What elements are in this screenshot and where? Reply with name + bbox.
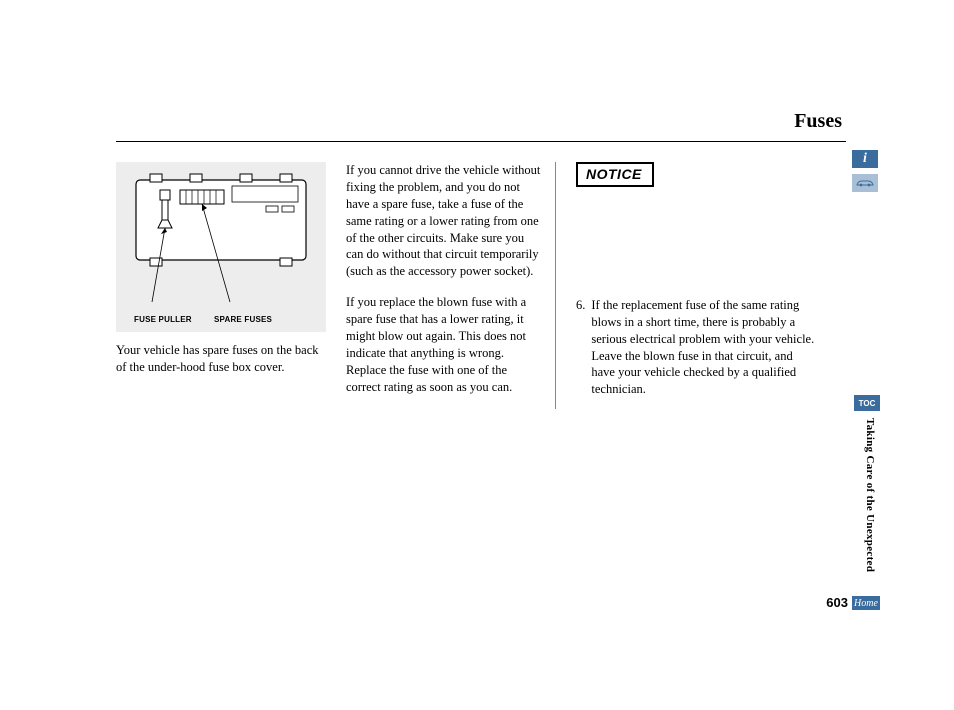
notice-label: NOTICE [576,162,654,187]
column-2: If you cannot drive the vehicle without … [346,162,556,409]
step-6: 6. If the replacement fuse of the same r… [576,297,816,398]
diagram-label-puller: FUSE PULLER [134,315,192,326]
section-label: Taking Care of the Unexpected [864,418,876,572]
fuse-box-illustration [126,172,316,322]
car-icon[interactable] [852,174,878,192]
content-columns: FUSE PULLER SPARE FUSES Your vehicle has… [116,162,846,409]
step-text: If the replacement fuse of the same rati… [591,297,816,398]
col1-para1: Your vehicle has spare fuses on the back… [116,342,326,376]
side-nav: i [852,150,880,198]
page-number: 603 [826,595,848,610]
column-1: FUSE PULLER SPARE FUSES Your vehicle has… [116,162,326,409]
col2-para1: If you cannot drive the vehicle without … [346,162,543,280]
home-badge[interactable]: Home [852,596,880,610]
page-title: Fuses [116,110,846,142]
step-number: 6. [576,297,585,398]
manual-page: Fuses [116,110,846,409]
fuse-diagram: FUSE PULLER SPARE FUSES [116,162,326,332]
column-3: NOTICE 6. If the replacement fuse of the… [576,162,816,409]
toc-badge[interactable]: TOC [854,395,880,411]
diagram-label-spare: SPARE FUSES [214,315,272,326]
col2-para2: If you replace the blown fuse with a spa… [346,294,543,395]
info-icon[interactable]: i [852,150,878,168]
